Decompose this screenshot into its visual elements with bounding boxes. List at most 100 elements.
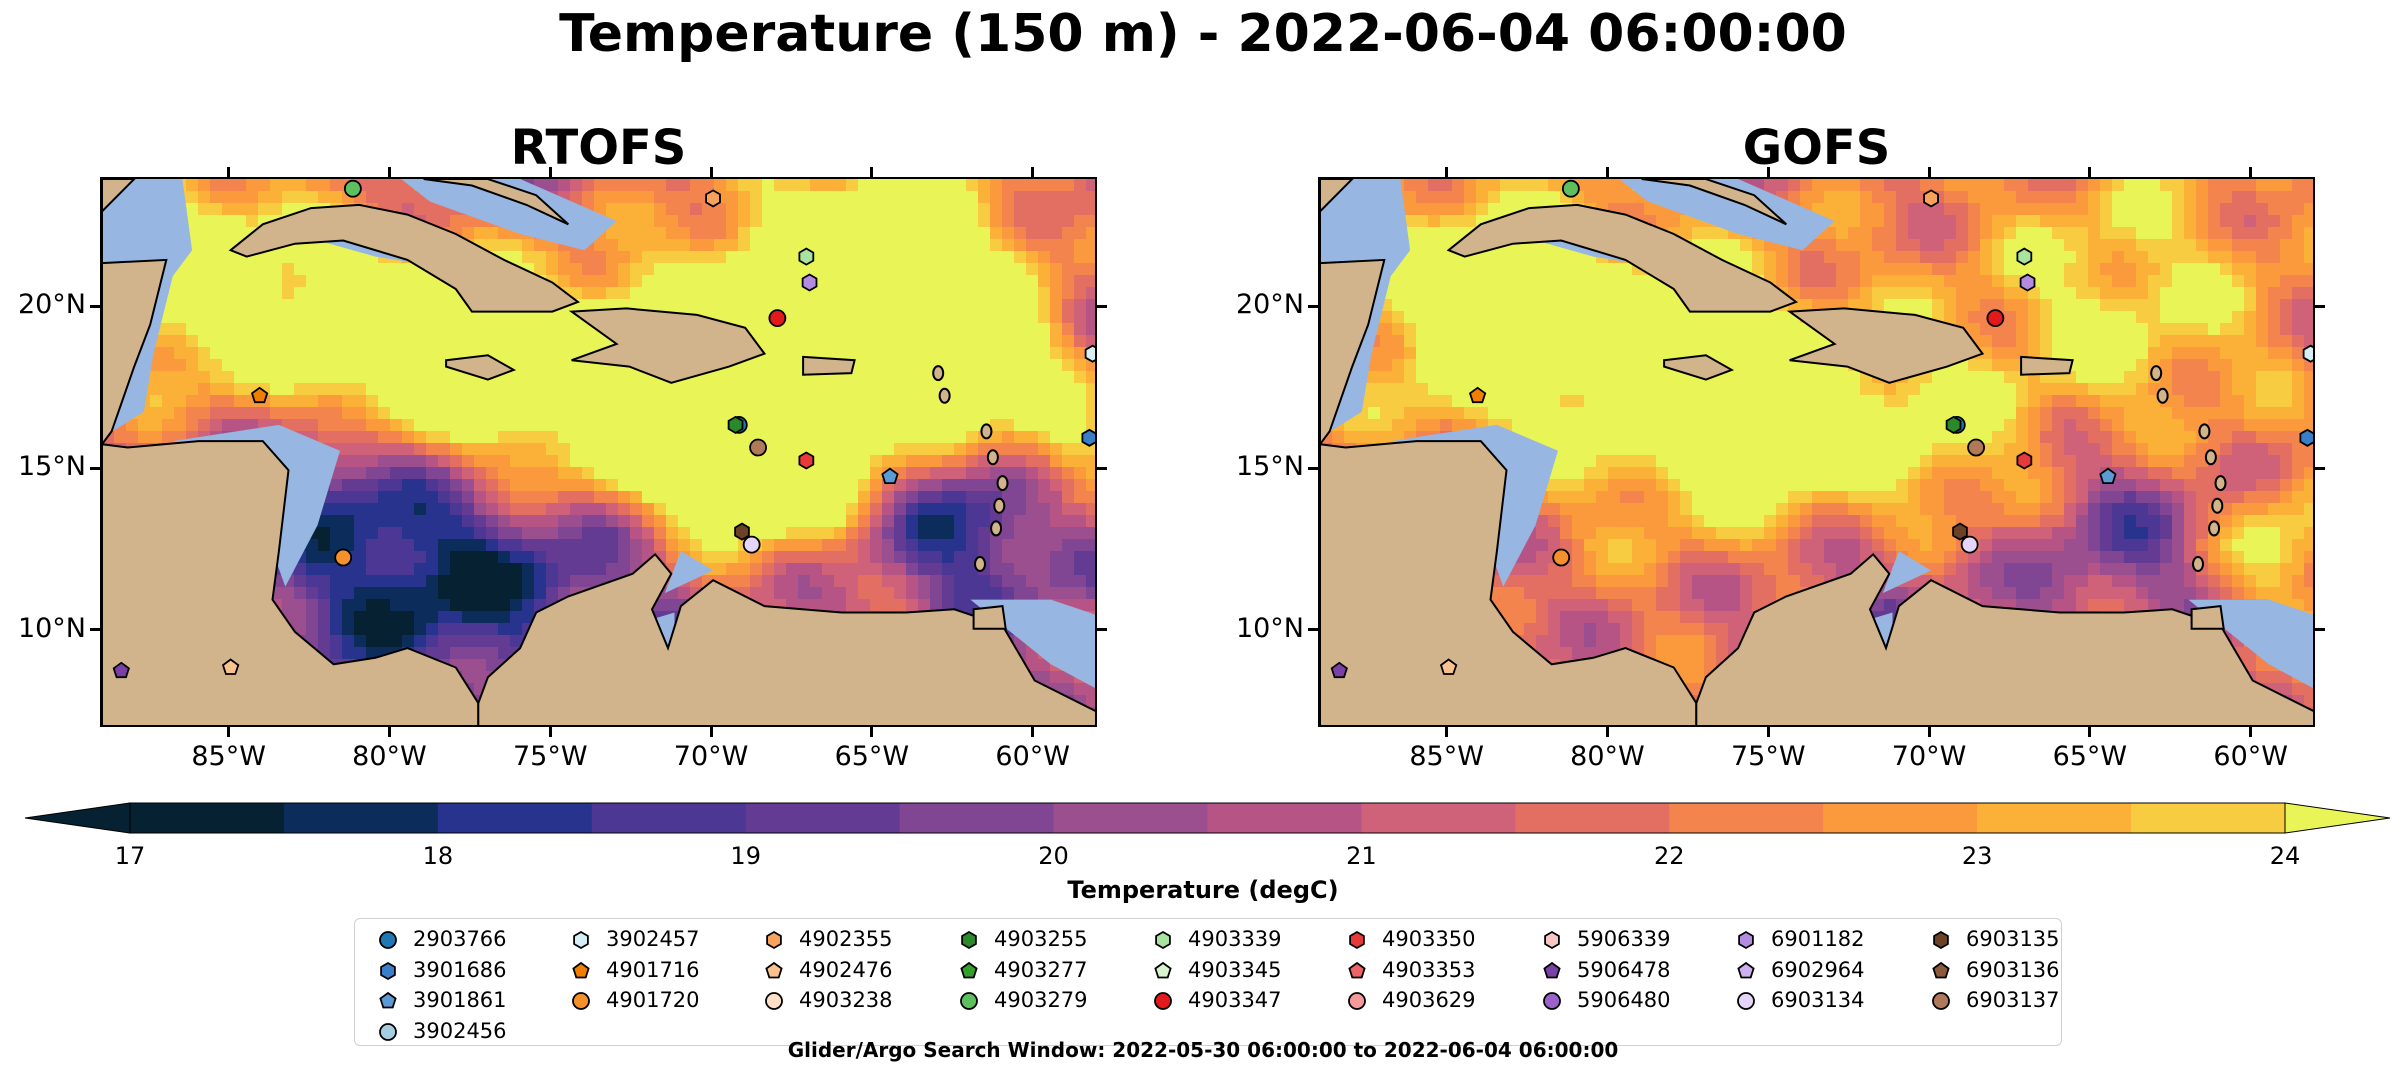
shelf-area bbox=[1390, 424, 1558, 587]
hexagon-marker-icon bbox=[1349, 930, 1365, 950]
map-canvas bbox=[1320, 179, 2313, 725]
y-tick-mark bbox=[90, 628, 100, 632]
float-marker-4902355 bbox=[1923, 189, 1939, 208]
island bbox=[2198, 423, 2211, 440]
float-marker-4902476 bbox=[1439, 658, 1458, 675]
x-tick-mark bbox=[1766, 727, 1770, 737]
legend-label: 5906480 bbox=[1577, 988, 1671, 1012]
y-tick-mark bbox=[2315, 304, 2325, 308]
legend-label: 6903136 bbox=[1966, 957, 2060, 982]
circle-marker-icon bbox=[572, 992, 590, 1010]
gofs-map bbox=[1318, 177, 2315, 727]
legend-label: 4903345 bbox=[1188, 957, 1282, 982]
colorbar-segment bbox=[899, 803, 1055, 833]
float-marker-6903135 bbox=[734, 522, 750, 541]
legend-label: 4903279 bbox=[994, 988, 1088, 1012]
pentagon-marker-icon bbox=[572, 961, 590, 978]
y-tick-mark bbox=[1097, 628, 1107, 632]
colorbar-segment bbox=[130, 803, 285, 833]
land-bahamas bbox=[423, 179, 569, 226]
circle-marker-icon bbox=[960, 992, 978, 1010]
x-tick-mark bbox=[1927, 727, 1931, 737]
legend-label: 3901686 bbox=[413, 957, 507, 982]
circle-marker-icon bbox=[1348, 992, 1366, 1010]
legend-label: 4903255 bbox=[994, 927, 1088, 951]
circle-marker-icon bbox=[1154, 992, 1172, 1010]
island bbox=[2214, 475, 2227, 492]
legend-label: 4903238 bbox=[799, 988, 893, 1012]
island bbox=[2204, 449, 2217, 466]
float-marker-4903347 bbox=[1986, 309, 2005, 328]
colorbar-segment bbox=[1823, 803, 1978, 833]
circle-marker-icon bbox=[765, 992, 783, 1010]
float-marker-4901720 bbox=[334, 548, 353, 567]
hexagon-marker-icon bbox=[961, 930, 977, 950]
x-tick-mark bbox=[1031, 727, 1035, 737]
x-tick-label: 80°W bbox=[1570, 741, 1645, 772]
x-tick-mark bbox=[2088, 167, 2092, 177]
island bbox=[2211, 497, 2224, 514]
float-marker-5906478 bbox=[1330, 661, 1348, 679]
pentagon-marker-icon bbox=[1932, 961, 1950, 978]
hexagon-marker-icon bbox=[1544, 930, 1560, 950]
colorbar-min-extend bbox=[24, 802, 131, 834]
circle-marker-icon bbox=[379, 1022, 397, 1041]
x-tick-mark bbox=[2249, 727, 2253, 737]
land-nwcorner bbox=[102, 179, 136, 213]
colorbar-segment bbox=[1207, 803, 1362, 833]
colorbar-graphic bbox=[24, 802, 2391, 834]
legend-label: 4902476 bbox=[799, 957, 893, 982]
colorbar-segment bbox=[591, 803, 747, 833]
x-tick-label: 60°W bbox=[2213, 741, 2288, 772]
land-hispaniola bbox=[568, 307, 767, 384]
y-tick-mark bbox=[90, 466, 100, 470]
y-tick-mark bbox=[90, 304, 100, 308]
legend-label: 4903277 bbox=[994, 957, 1088, 982]
float-marker-6903135 bbox=[1952, 522, 1968, 541]
land-puertorico bbox=[2020, 355, 2074, 376]
pentagon-marker-icon bbox=[960, 961, 978, 978]
float-marker-3901861 bbox=[2099, 467, 2117, 485]
hexagon-marker-icon bbox=[573, 930, 589, 950]
y-tick-label: 20°N bbox=[17, 289, 86, 321]
colorbar bbox=[0, 795, 2406, 865]
colorbar-tick-label: 20 bbox=[1038, 842, 1069, 870]
float-marker-6903134 bbox=[1960, 535, 1979, 554]
float-marker-3901686 bbox=[2299, 428, 2313, 447]
float-marker-4903350 bbox=[798, 451, 815, 470]
search-window-text: Glider/Argo Search Window: 2022-05-30 06… bbox=[787, 1038, 1619, 1062]
x-tick-mark bbox=[1766, 167, 1770, 177]
y-tick-label: 15°N bbox=[1235, 451, 1304, 483]
land-southam bbox=[477, 552, 1095, 725]
land-bahamas bbox=[1641, 179, 1787, 226]
colorbar-tick-label: 21 bbox=[1346, 842, 1377, 870]
island bbox=[980, 423, 993, 440]
y-tick-mark bbox=[1308, 628, 1318, 632]
float-marker-5906478 bbox=[112, 661, 130, 679]
y-tick-mark bbox=[2315, 628, 2325, 632]
hexagon-marker-icon bbox=[766, 930, 782, 950]
y-tick-mark bbox=[1097, 304, 1107, 308]
legend-label: 3902456 bbox=[413, 1018, 507, 1043]
legend-label: 3901861 bbox=[413, 988, 507, 1012]
colorbar-tick-label: 18 bbox=[422, 842, 454, 870]
circle-marker-icon bbox=[1543, 992, 1561, 1010]
island bbox=[996, 475, 1009, 492]
x-tick-mark bbox=[2088, 727, 2092, 737]
x-tick-mark bbox=[1927, 167, 1931, 177]
island bbox=[2192, 556, 2205, 572]
colorbar-label: Temperature (degC) bbox=[1067, 876, 1339, 904]
legend-label: 6902964 bbox=[1771, 957, 1865, 982]
island bbox=[2208, 520, 2221, 537]
colorbar-segment bbox=[1669, 803, 1824, 833]
legend-label: 4901716 bbox=[606, 957, 700, 982]
pentagon-marker-icon bbox=[1543, 961, 1561, 978]
x-tick-mark bbox=[387, 727, 391, 737]
land-jamaica bbox=[1663, 354, 1735, 381]
legend-label: 4903629 bbox=[1382, 988, 1476, 1012]
y-tick-label: 15°N bbox=[17, 451, 86, 483]
float-marker-3902457 bbox=[1084, 344, 1095, 363]
pentagon-marker-icon bbox=[1348, 961, 1366, 978]
x-tick-mark bbox=[1605, 727, 1609, 737]
colorbar-tick-label: 19 bbox=[730, 842, 761, 870]
